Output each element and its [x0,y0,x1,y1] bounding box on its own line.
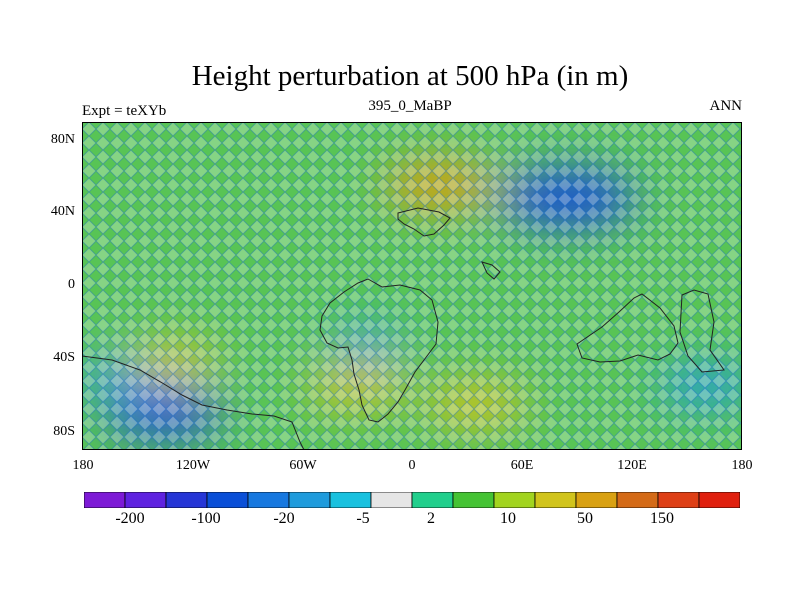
colorbar-label: -20 [273,510,295,527]
coastline-island-east [679,289,725,373]
y-tick-label: 40S [53,350,75,365]
x-tick-label: 0 [408,458,416,473]
colorbar-label: -100 [191,510,221,527]
colorbar-swatch [84,492,126,508]
experiment-label: Expt = teXYb [82,103,167,119]
map-frame [82,122,742,450]
chart-title: Height perturbation at 500 hPa (in m) [191,60,629,92]
colorbar-label: 150 [650,510,674,527]
colorbar-swatch [534,492,577,508]
colorbar-label: 10 [500,510,516,527]
colorbar-swatch [370,492,413,508]
colorbar-swatch [206,492,249,508]
colorbar-label: -200 [115,510,145,527]
colorbar-swatch [247,492,290,508]
colorbar-swatch [493,492,536,508]
season-label: ANN [709,98,743,114]
coastline-india [481,261,501,280]
colorbar-swatch [575,492,618,508]
colorbar [84,492,740,508]
y-tick-label: 80N [50,132,75,147]
colorbar-swatch [165,492,208,508]
colorbar-label: -5 [356,510,370,527]
y-tick-label: 40N [50,204,75,219]
hatch-overlay [82,122,742,450]
coastline-australia [576,293,679,363]
coastline-south-america [82,355,305,450]
coastline-europe [397,207,451,237]
colorbar-label: 2 [427,510,435,527]
colorbar-swatch [329,492,372,508]
x-tick-label: 120W [175,458,211,473]
period-label: 395_0_MaBP [368,98,452,114]
x-tick-label: 180 [731,458,753,473]
colorbar-label: 50 [577,510,593,527]
colorbar-swatch [698,492,740,508]
colorbar-swatch [452,492,495,508]
colorbar-swatch [657,492,700,508]
y-tick-label: 0 [68,277,75,292]
colorbar-swatch [288,492,331,508]
colorbar-swatch [411,492,454,508]
x-tick-label: 60W [289,458,317,473]
x-tick-label: 180 [72,458,94,473]
x-tick-label: 120E [617,458,647,473]
map-plot [82,122,742,450]
colorbar-swatch [616,492,659,508]
colorbar-swatch [124,492,167,508]
coastline-africa [319,278,439,423]
y-tick-label: 80S [53,424,75,439]
x-tick-label: 60E [510,458,534,473]
